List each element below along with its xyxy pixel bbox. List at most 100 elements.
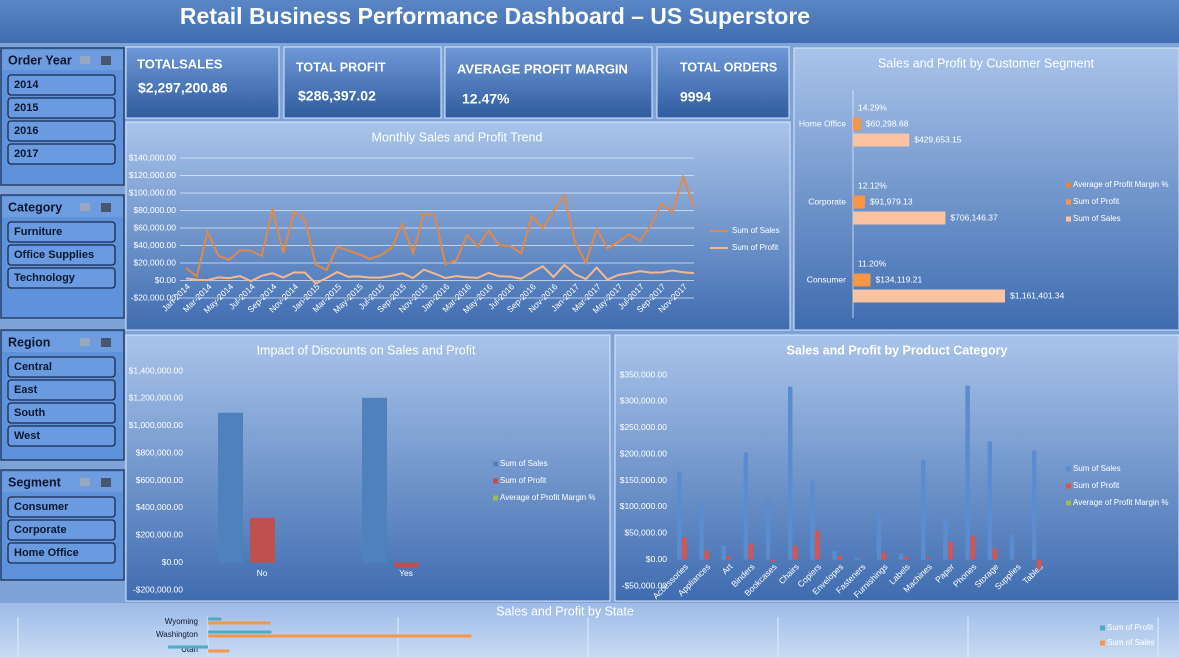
filter-icon (80, 478, 90, 486)
y-tick-label: $0.00 (646, 554, 668, 564)
slicer-title: Region (8, 335, 50, 349)
slicer-item[interactable] (7, 143, 116, 165)
y-tick-label: -$200,000.00 (133, 584, 183, 594)
slicer-item-label[interactable]: Consumer (14, 501, 69, 513)
bar (832, 551, 837, 560)
slicer-item-label[interactable]: 2017 (14, 148, 38, 160)
dashboard-title: Retail Business Performance Dashboard – … (180, 3, 810, 29)
slicer-item-label[interactable]: West (14, 430, 40, 442)
legend-label: Sum of Sales (1107, 638, 1155, 647)
kpi-value: 9994 (680, 89, 711, 105)
y-tick-label: $400,000.00 (136, 502, 184, 512)
y-tick-label: $200,000.00 (620, 448, 668, 458)
slicer-item[interactable] (7, 221, 116, 243)
y-tick-label: $1,200,000.00 (129, 393, 184, 403)
y-tick-label: $40,000.00 (133, 240, 176, 250)
y-tick-label: $100,000.00 (129, 187, 177, 197)
x-tick-label: No (257, 568, 268, 578)
slicer-item[interactable] (7, 120, 116, 142)
slicer-item[interactable] (7, 356, 116, 378)
kpi-card (656, 46, 790, 119)
slicer-item-label[interactable]: Central (14, 361, 52, 373)
legend-swatch (1066, 182, 1071, 188)
chart-title: Monthly Sales and Profit Trend (372, 130, 543, 144)
slicer-item[interactable] (7, 267, 116, 289)
filter-icon (80, 338, 90, 346)
bar (208, 649, 230, 653)
y-tick-label: $250,000.00 (620, 422, 668, 432)
bar (726, 556, 731, 560)
y-tick-label: $60,000.00 (133, 222, 176, 232)
slicer-item[interactable] (7, 425, 116, 447)
slicer-item-label[interactable]: Corporate (14, 524, 67, 536)
slicer-item-label[interactable]: South (14, 407, 45, 419)
legend-swatch (1066, 466, 1071, 472)
bar (208, 634, 472, 638)
chart-panel (614, 334, 1179, 602)
y-tick-label: $50,000.00 (624, 528, 667, 538)
y-tick-label: $1,400,000.00 (129, 365, 184, 375)
legend-label: Sum of Profit (1073, 197, 1120, 206)
slicer-title: Segment (8, 475, 62, 489)
y-tick-label: $200,000.00 (136, 530, 184, 540)
bar (250, 517, 275, 563)
legend-label: Sum of Profit (500, 476, 547, 485)
bar (926, 557, 931, 560)
slicer-item-label[interactable]: 2015 (14, 102, 38, 114)
kpi-card (444, 46, 653, 119)
bar (699, 503, 704, 560)
legend-label: Sum of Profit (732, 243, 779, 252)
y-tick-label: $350,000.00 (620, 369, 668, 379)
legend-swatch (1066, 216, 1071, 222)
slicer-item-label[interactable]: Home Office (14, 547, 79, 559)
bar (743, 452, 749, 560)
slicer-item[interactable] (7, 519, 116, 541)
y-tick-label: Utah (181, 645, 198, 654)
kpi-value: 12.47% (462, 91, 510, 107)
slicer-item[interactable] (7, 74, 116, 96)
data-label: $706,146.37 (950, 212, 998, 222)
slicer-header (2, 50, 123, 70)
x-tick-label: Yes (399, 568, 413, 578)
bar (853, 289, 1005, 303)
bar (970, 536, 975, 560)
legend-label: Sum of Profit (1107, 623, 1154, 632)
slicer-item[interactable] (7, 379, 116, 401)
bar (881, 552, 887, 560)
slicer-item-label[interactable]: Furniture (14, 226, 62, 238)
clear-filter-icon (101, 338, 111, 347)
legend-label: Average of Profit Margin % (1073, 498, 1168, 507)
bar (1014, 559, 1020, 561)
bar (792, 545, 798, 560)
slicer-item-label[interactable]: Technology (14, 272, 76, 284)
legend-label: Average of Profit Margin % (1073, 180, 1168, 189)
bar (1009, 534, 1015, 560)
slicer-item[interactable] (7, 542, 116, 564)
kpi-label: TOTALSALES (137, 56, 223, 71)
bar (948, 541, 953, 560)
bar (837, 555, 842, 560)
slicer-item-label[interactable]: East (14, 384, 38, 396)
bar (965, 385, 970, 560)
data-label: 11.20% (858, 258, 887, 268)
slicer-item[interactable] (7, 97, 116, 119)
data-label: $1,161,401.34 (1010, 290, 1065, 300)
slicer-header (2, 197, 123, 217)
kpi-card (283, 46, 442, 119)
slicer-item[interactable] (7, 402, 116, 424)
y-tick-label: $300,000.00 (620, 396, 668, 406)
bar (168, 645, 208, 649)
bar (394, 562, 419, 568)
y-tick-label: Corporate (808, 196, 846, 206)
slicer-item-label[interactable]: 2014 (14, 79, 39, 91)
y-tick-label: $100,000.00 (620, 501, 668, 511)
bar (748, 543, 754, 560)
slicer-item[interactable] (7, 244, 116, 266)
legend-swatch (1066, 500, 1071, 506)
kpi-label: TOTAL PROFIT (296, 60, 386, 74)
legend-swatch (493, 495, 498, 501)
slicer-item-label[interactable]: 2016 (14, 125, 38, 137)
slicer-item[interactable] (7, 496, 116, 518)
slicer-item-label[interactable]: Office Supplies (14, 249, 94, 261)
y-tick-label: $140,000.00 (129, 152, 177, 162)
